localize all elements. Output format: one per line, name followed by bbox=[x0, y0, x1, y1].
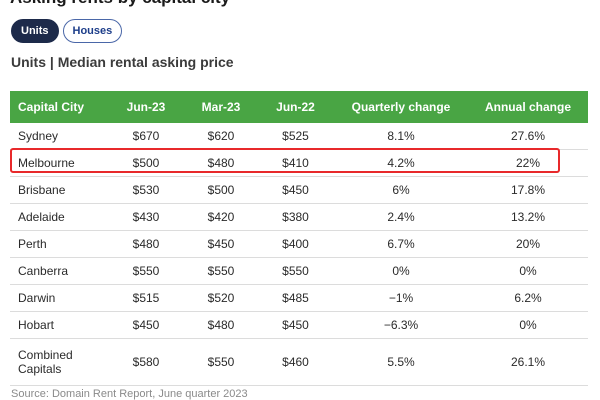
column-header: Jun-22 bbox=[257, 91, 334, 123]
table-row: Brisbane $530 $500 $450 6% 17.8% bbox=[10, 176, 588, 204]
table-cell: $580 bbox=[107, 338, 185, 386]
table-cell: 8.1% bbox=[334, 123, 468, 150]
table-cell: −1% bbox=[334, 284, 468, 312]
table-subtitle: Units | Median rental asking price bbox=[11, 54, 234, 70]
table-cell: $450 bbox=[257, 176, 334, 204]
table-cell: $530 bbox=[107, 176, 185, 204]
city-name-cell: Perth bbox=[10, 230, 107, 258]
table-row: Sydney $670 $620 $525 8.1% 27.6% bbox=[10, 123, 588, 150]
table-row: Melbourne $500 $480 $410 4.2% 22% bbox=[10, 149, 588, 177]
table-cell: 13.2% bbox=[468, 203, 588, 231]
table-cell: $550 bbox=[107, 257, 185, 285]
table-cell: $450 bbox=[185, 230, 257, 258]
table-cell: $550 bbox=[185, 338, 257, 386]
city-name-cell: Sydney bbox=[10, 123, 107, 150]
table-row: Darwin $515 $520 $485 −1% 6.2% bbox=[10, 284, 588, 312]
table-cell: $450 bbox=[257, 311, 334, 339]
table-cell: 6.7% bbox=[334, 230, 468, 258]
city-name-cell: Adelaide bbox=[10, 203, 107, 231]
table-cell: 0% bbox=[334, 257, 468, 285]
table-cell: $485 bbox=[257, 284, 334, 312]
table-cell: $410 bbox=[257, 149, 334, 177]
header-row: Capital City Jun-23 Mar-23 Jun-22 Quarterly … bbox=[10, 91, 588, 123]
table-cell: 0% bbox=[468, 257, 588, 285]
houses-toggle-button[interactable]: Houses bbox=[62, 19, 123, 43]
table-cell: 4.2% bbox=[334, 149, 468, 177]
table-cell: $420 bbox=[185, 203, 257, 231]
table-cell: $450 bbox=[107, 311, 185, 339]
table-cell: $620 bbox=[185, 123, 257, 150]
table-cell: $380 bbox=[257, 203, 334, 231]
page-title: Asking rents by capital city bbox=[10, 0, 230, 8]
column-header: Mar-23 bbox=[185, 91, 257, 123]
column-header: Jun-23 bbox=[107, 91, 185, 123]
city-name-cell: Darwin bbox=[10, 284, 107, 312]
table-cell: $500 bbox=[185, 176, 257, 204]
table-cell: $550 bbox=[185, 257, 257, 285]
table-cell: 26.1% bbox=[468, 338, 588, 386]
table-cell: 0% bbox=[468, 311, 588, 339]
table-row: Hobart $450 $480 $450 −6.3% 0% bbox=[10, 311, 588, 339]
table-cell: $460 bbox=[257, 338, 334, 386]
table-cell: $480 bbox=[185, 149, 257, 177]
column-header: Capital City bbox=[10, 91, 107, 123]
table-cell: $550 bbox=[257, 257, 334, 285]
column-header: Annual change bbox=[468, 91, 588, 123]
city-name-cell: Hobart bbox=[10, 311, 107, 339]
units-toggle-button[interactable]: Units bbox=[11, 19, 59, 43]
table-cell: 6% bbox=[334, 176, 468, 204]
source-note: Source: Domain Rent Report, June quarter… bbox=[11, 388, 248, 400]
city-name-cell: Brisbane bbox=[10, 176, 107, 204]
table-cell: 17.8% bbox=[468, 176, 588, 204]
table-cell: $670 bbox=[107, 123, 185, 150]
table-cell: 5.5% bbox=[334, 338, 468, 386]
table-cell: $480 bbox=[185, 311, 257, 339]
table-cell: $480 bbox=[107, 230, 185, 258]
city-name-cell: Combined Capitals bbox=[10, 338, 107, 386]
table-row: Canberra $550 $550 $550 0% 0% bbox=[10, 257, 588, 285]
table-cell: $525 bbox=[257, 123, 334, 150]
city-name-cell: Canberra bbox=[10, 257, 107, 285]
table-cell: 2.4% bbox=[334, 203, 468, 231]
table-cell: 27.6% bbox=[468, 123, 588, 150]
table-cell: $520 bbox=[185, 284, 257, 312]
table-row: Perth $480 $450 $400 6.7% 20% bbox=[10, 230, 588, 258]
table-cell: $515 bbox=[107, 284, 185, 312]
table-cell: $500 bbox=[107, 149, 185, 177]
table-cell: $400 bbox=[257, 230, 334, 258]
column-header: Quarterly change bbox=[334, 91, 468, 123]
table-cell: 20% bbox=[468, 230, 588, 258]
table-cell: $430 bbox=[107, 203, 185, 231]
table-cell: 22% bbox=[468, 149, 588, 177]
table-body: Sydney $670 $620 $525 8.1% 27.6% Melbourne $500… bbox=[10, 123, 588, 386]
city-name-cell: Melbourne bbox=[10, 149, 107, 177]
table-cell: −6.3% bbox=[334, 311, 468, 339]
table-row: Combined Capitals $580 $550 $460 5.5% 26.1% bbox=[10, 338, 588, 386]
rents-table: Capital City Jun-23 Mar-23 Jun-22 Quarterly … bbox=[10, 91, 588, 386]
table-cell: 6.2% bbox=[468, 284, 588, 312]
table-header: Capital City Jun-23 Mar-23 Jun-22 Quarterly … bbox=[10, 91, 588, 123]
dwelling-type-toggle: Units Houses bbox=[11, 19, 123, 43]
table-row: Adelaide $430 $420 $380 2.4% 13.2% bbox=[10, 203, 588, 231]
